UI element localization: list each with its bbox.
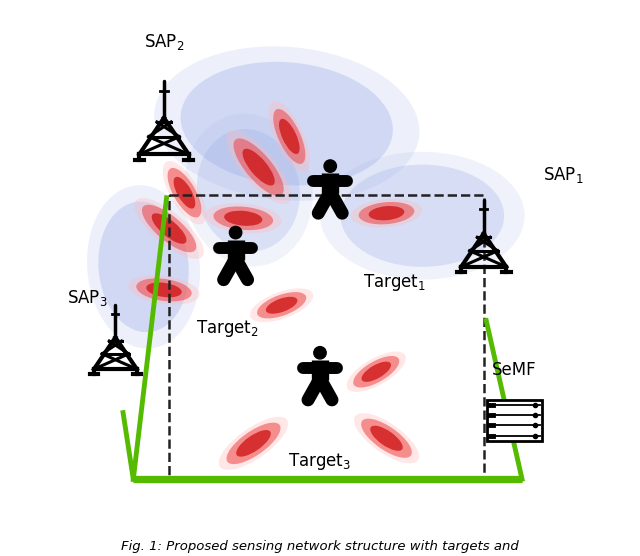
Ellipse shape	[168, 168, 202, 217]
Text: Target$_1$: Target$_1$	[364, 272, 426, 293]
Ellipse shape	[347, 351, 406, 392]
Ellipse shape	[180, 62, 393, 186]
Ellipse shape	[87, 185, 200, 349]
Text: SAP$_1$: SAP$_1$	[543, 165, 583, 185]
Text: SAP$_3$: SAP$_3$	[67, 287, 108, 307]
Circle shape	[324, 160, 337, 172]
Ellipse shape	[340, 165, 504, 267]
Ellipse shape	[250, 289, 313, 322]
Text: Target$_3$: Target$_3$	[289, 451, 351, 472]
Ellipse shape	[205, 203, 282, 234]
Ellipse shape	[227, 130, 291, 204]
Ellipse shape	[146, 282, 182, 297]
Ellipse shape	[219, 417, 288, 470]
Ellipse shape	[354, 413, 419, 463]
Ellipse shape	[184, 114, 313, 266]
Ellipse shape	[369, 206, 404, 220]
Ellipse shape	[362, 361, 391, 382]
Ellipse shape	[197, 129, 300, 251]
Ellipse shape	[266, 297, 298, 314]
Ellipse shape	[273, 109, 305, 164]
Ellipse shape	[129, 275, 200, 305]
Ellipse shape	[236, 430, 271, 456]
Ellipse shape	[353, 356, 399, 388]
Ellipse shape	[361, 419, 412, 458]
Text: SeMF: SeMF	[492, 361, 537, 379]
Ellipse shape	[358, 202, 414, 225]
Ellipse shape	[214, 206, 273, 230]
Ellipse shape	[234, 138, 284, 196]
Ellipse shape	[142, 205, 196, 252]
Ellipse shape	[136, 279, 192, 301]
FancyBboxPatch shape	[487, 400, 542, 440]
Circle shape	[229, 226, 242, 239]
Circle shape	[314, 346, 326, 359]
Ellipse shape	[279, 119, 300, 154]
Text: SAP$_2$: SAP$_2$	[144, 32, 184, 52]
Ellipse shape	[351, 199, 422, 227]
Text: Target$_2$: Target$_2$	[196, 318, 259, 339]
Ellipse shape	[269, 101, 310, 172]
Ellipse shape	[134, 198, 204, 259]
Text: Fig. 1: Proposed sensing network structure with targets and: Fig. 1: Proposed sensing network structu…	[121, 540, 519, 553]
Ellipse shape	[163, 161, 206, 225]
Ellipse shape	[154, 46, 419, 201]
Ellipse shape	[99, 201, 189, 332]
Ellipse shape	[370, 426, 403, 451]
Ellipse shape	[224, 211, 262, 226]
Ellipse shape	[320, 152, 525, 280]
Ellipse shape	[257, 292, 307, 319]
Ellipse shape	[173, 177, 195, 208]
Ellipse shape	[243, 148, 275, 186]
Ellipse shape	[152, 214, 186, 244]
Ellipse shape	[227, 423, 280, 464]
